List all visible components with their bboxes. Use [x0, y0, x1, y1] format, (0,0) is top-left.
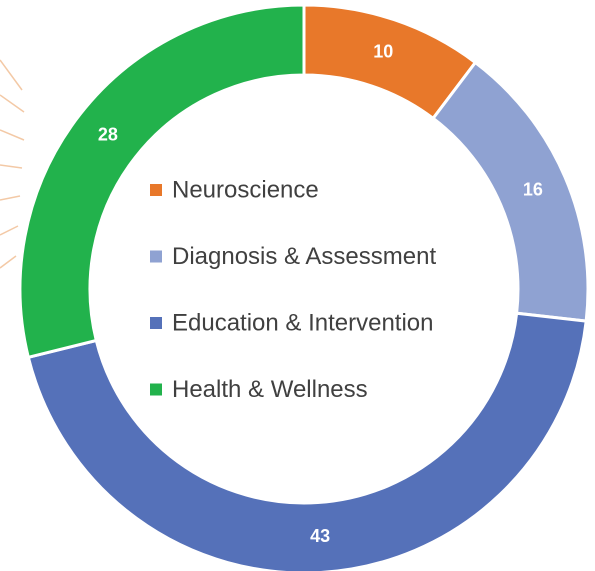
legend-swatch — [150, 184, 162, 196]
value-label: 28 — [98, 124, 118, 144]
legend-label: Neuroscience — [172, 176, 319, 203]
donut-ring: 10 16 43 28 — [18, 3, 590, 571]
donut-segment — [431, 60, 590, 323]
decoration-sunburst — [0, 59, 25, 269]
legend: Neuroscience Diagnosis & Assessment Educat… — [150, 176, 436, 403]
legend-swatch — [150, 250, 162, 263]
donut-segment — [26, 311, 588, 571]
legend-swatch — [150, 317, 162, 329]
legend-label: Diagnosis & Assessment — [172, 243, 436, 270]
value-label: 10 — [373, 42, 393, 62]
value-label: 16 — [523, 180, 543, 200]
legend-label: Health & Wellness — [172, 376, 368, 403]
legend-swatch — [150, 383, 162, 396]
value-label: 43 — [310, 526, 330, 546]
donut-segment — [18, 3, 306, 360]
legend-label: Education & Intervention — [172, 309, 434, 336]
